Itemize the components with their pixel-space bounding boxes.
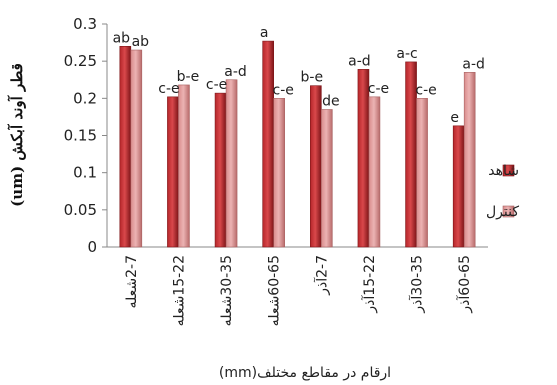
bar-shahed [262,40,274,248]
significance-label: e [450,110,459,126]
significance-label: ab [113,30,131,46]
significance-label: c-e [415,82,436,98]
x-tick-label: 2-7آذر [313,255,330,296]
significance-label: ab [132,34,150,50]
y-tick-label: 0.15 [64,127,97,145]
significance-label: b-e [177,69,200,85]
bar-control [130,49,143,248]
x-tick-label: 30-35آذر [409,255,426,314]
legend-swatch [502,164,515,177]
significance-label: c-e [206,77,227,93]
bar-control [416,98,428,248]
bar-shahed [452,125,465,248]
chart-bars [119,40,476,248]
x-tick-label: 15-22شعله [171,255,187,326]
y-tick-label: 0.3 [73,15,97,33]
y-tick-label: 0 [87,238,97,256]
bar-control [273,98,285,248]
bar-control [463,72,476,248]
significance-label: b-e [301,70,324,86]
chart-legend: شاهد کنترل [486,163,519,220]
significance-label: a-d [224,64,247,80]
significance-label: de [322,93,340,109]
significance-label: c-e [273,82,294,98]
y-axis-label: قطر آوند آبکش (um) [7,63,26,207]
x-tick-label: 15-22آذر [361,255,378,314]
bar-shahed [214,92,227,248]
chart-axes: 0 0.05 0.1 0.15 0.2 0.25 0.3 [64,15,488,256]
bar-shahed [310,85,322,248]
bar-shahed [167,96,179,248]
significance-label: c-e [368,81,389,97]
chart-labels: ab ab2-7شعلهc-eb-e15-22شعلهc-ea-d30-35شعل… [113,25,485,326]
legend-swatch [502,205,515,218]
x-tick-label: 60-65شعله [267,255,283,326]
x-tick-label: 30-35شعله [219,255,235,326]
y-tick-label: 0.25 [64,52,97,70]
x-axis-label: ارقام در مقاطع مختلف(mm) [219,365,391,381]
bar-control [321,109,333,248]
y-tick-label: 0.1 [73,164,97,182]
significance-label: c-e [158,81,179,97]
x-tick-label: 60-65آذر [456,255,473,314]
y-tick-label: 0.2 [73,89,97,107]
significance-label: a-d [462,56,485,72]
significance-label: a [260,25,269,41]
bar-control [178,84,190,248]
significance-label: a-c [396,46,417,62]
y-tick-label: 0.05 [64,201,97,219]
legend-label: شاهد [488,163,519,179]
bar-control [225,79,238,248]
x-tick-label: 2-7شعله [124,255,140,309]
legend-label: کنترل [486,204,519,220]
bar-control [368,96,381,248]
bar-shahed [119,45,132,248]
significance-label: a-d [348,53,371,69]
